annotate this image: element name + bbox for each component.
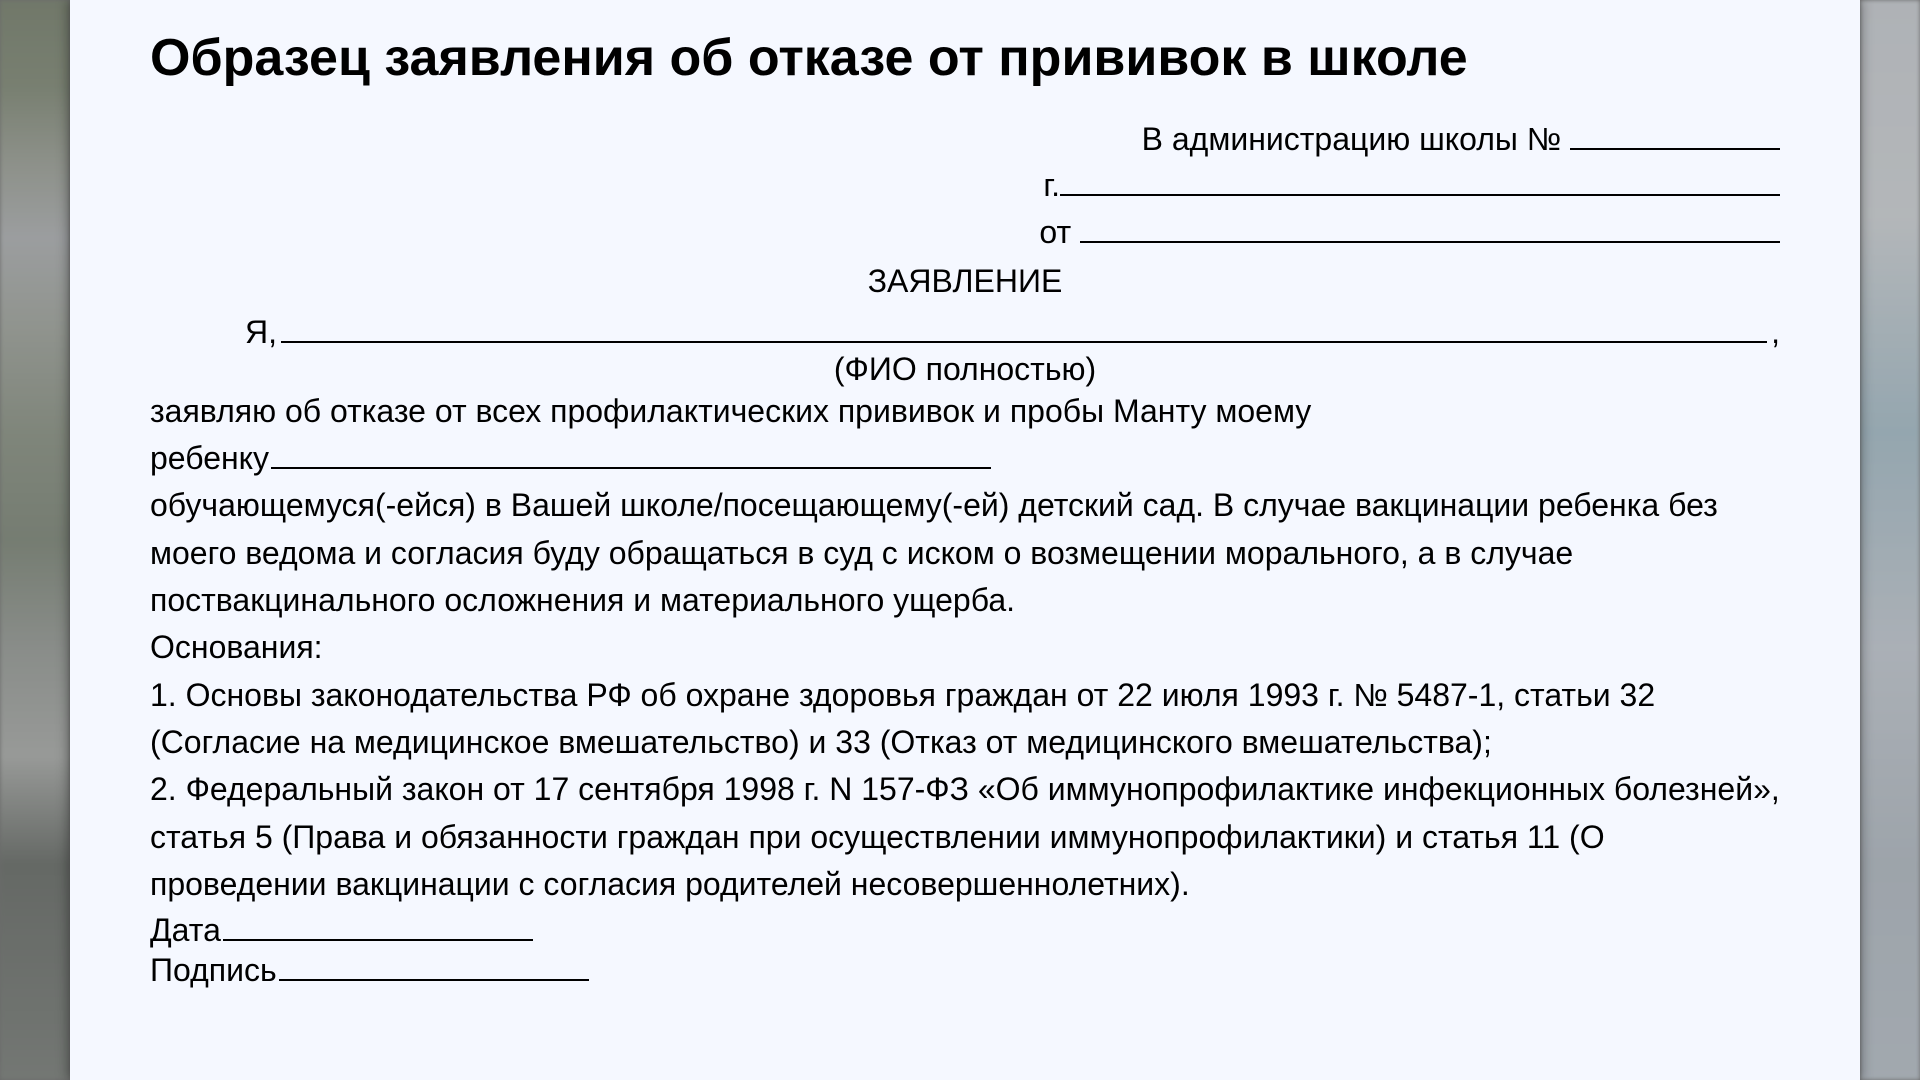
date-blank — [223, 909, 533, 941]
addressee-school-label: В администрацию школы № — [1142, 116, 1570, 162]
body-p3: Основания: — [150, 624, 1780, 671]
addressee-line-city: г. — [150, 162, 1780, 208]
signature-blank — [279, 949, 589, 981]
declarant-trail: , — [1771, 314, 1780, 351]
date-row: Дата — [150, 909, 1780, 949]
addressee-from-label: от — [1039, 209, 1080, 255]
body-child-word: ребенку — [150, 435, 269, 482]
body-text: заявляю об отказе от всех профилактическ… — [150, 388, 1780, 909]
addressee-school-blank — [1570, 118, 1780, 150]
addressee-city-label: г. — [1043, 162, 1060, 208]
addressee-city-blank — [1060, 164, 1780, 196]
addressee-from-blank — [1080, 210, 1780, 242]
fio-note: (ФИО полностью) — [150, 351, 1780, 388]
signature-row: Подпись — [150, 949, 1780, 989]
addressee-block: В администрацию школы № г. от — [150, 116, 1780, 255]
document-heading: ЗАЯВЛЕНИЕ — [150, 263, 1780, 300]
signature-label: Подпись — [150, 952, 277, 989]
body-child-blank — [271, 437, 991, 469]
body-p4: 1. Основы законодательства РФ об охране … — [150, 672, 1780, 767]
document-title: Образец заявления об отказе от прививок … — [150, 28, 1780, 88]
declarant-line: Я, , — [245, 310, 1780, 350]
body-p5: 2. Федеральный закон от 17 сентября 1998… — [150, 766, 1780, 908]
addressee-line-from: от — [150, 209, 1780, 255]
body-p1: заявляю об отказе от всех профилактическ… — [150, 388, 1780, 435]
date-label: Дата — [150, 912, 221, 949]
declarant-ya: Я, — [245, 314, 277, 351]
body-p2: обучающемуся(-ейся) в Вашей школе/посеща… — [150, 482, 1780, 624]
background-left-strip — [0, 0, 70, 1080]
background-right-strip — [1860, 0, 1920, 1080]
body-child-row: ребенку — [150, 435, 1780, 482]
declarant-name-blank — [281, 310, 1767, 342]
document-page: Образец заявления об отказе от прививок … — [70, 0, 1860, 1080]
addressee-line-school: В администрацию школы № — [150, 116, 1780, 162]
